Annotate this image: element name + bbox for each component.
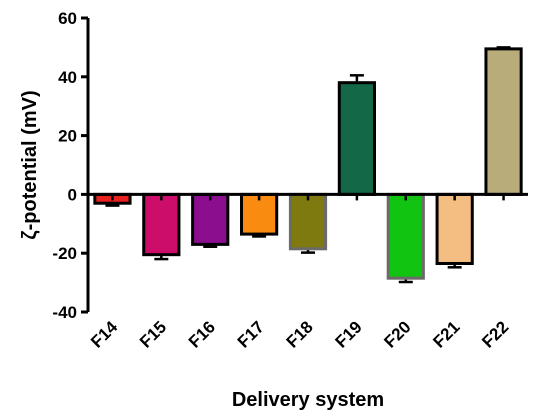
bar-f19	[337, 81, 376, 196]
bar-f18	[288, 192, 328, 251]
labels-layer: F14 F15 F16 F17 F18 F19 F20 F21 F22 -40 -20 0 20 40 60	[52, 9, 512, 352]
y-tick-label-60: 60	[58, 9, 77, 28]
x-tick-label-f16: F16	[185, 317, 219, 351]
bar-f21	[435, 192, 474, 265]
y-tick-label--20: -20	[52, 244, 77, 263]
y-tick-label-40: 40	[58, 68, 77, 87]
x-tick-label-f21: F21	[429, 317, 463, 351]
bar-f20	[386, 192, 425, 280]
axes-layer	[81, 16, 528, 314]
x-tick-label-f19: F19	[332, 317, 366, 351]
x-tick-label-f14: F14	[87, 317, 122, 352]
x-tick-label-f15: F15	[136, 317, 170, 351]
x-tick-label-f18: F18	[283, 317, 317, 351]
bars-layer	[93, 46, 523, 284]
x-axis-title: Delivery system	[232, 389, 384, 411]
y-axis-title: ζ-potential (mV)	[19, 90, 41, 239]
y-tick-label-20: 20	[58, 127, 77, 146]
y-tick-label-0: 0	[68, 185, 77, 204]
x-tick-label-f22: F22	[478, 317, 512, 351]
y-tick-label--40: -40	[52, 303, 77, 322]
bar-f16	[191, 192, 230, 246]
bar-f22	[484, 47, 523, 196]
bar-f15	[142, 192, 181, 257]
x-tick-label-f20: F20	[380, 317, 414, 351]
x-tick-label-f17: F17	[234, 317, 268, 351]
